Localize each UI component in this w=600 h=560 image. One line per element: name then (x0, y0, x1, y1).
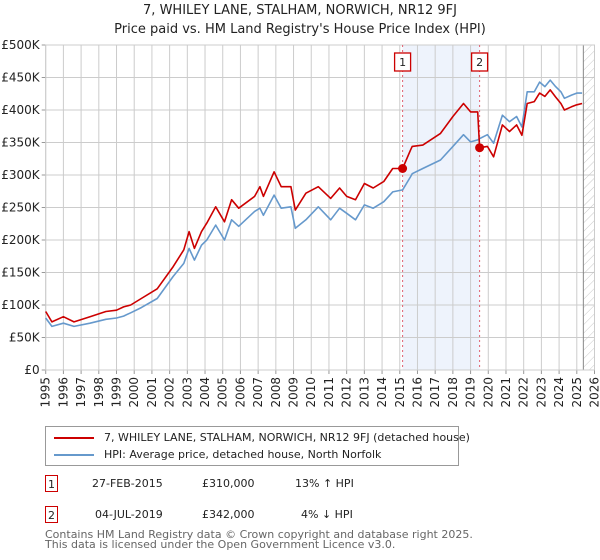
y-tick-label: £250K (1, 201, 41, 215)
plot-frame (45, 44, 595, 371)
x-tick-label: 2003 (180, 377, 194, 408)
legend: 7, WHILEY LANE, STALHAM, NORWICH, NR12 9… (45, 426, 470, 466)
footer: Contains HM Land Registry data © Crown c… (45, 528, 473, 551)
x-tick-label: 1998 (92, 377, 106, 408)
legend-swatch-property (54, 437, 94, 439)
sale-row: 2 04-JUL-2019 £342,000 4% ↓ HPI (45, 506, 465, 526)
x-tick-label: 2000 (127, 377, 141, 408)
y-tick-label: £500K (1, 38, 41, 52)
x-tick-label: 1999 (110, 377, 124, 408)
sale-marker-label: 1 (399, 56, 406, 69)
x-tick-label: 2004 (198, 377, 212, 408)
y-tick-label: £0 (24, 363, 39, 377)
x-tick-label: 2012 (340, 377, 354, 408)
sale-marker-badge: 1 (45, 475, 58, 492)
sale-row: 1 27-FEB-2015 £310,000 13% ↑ HPI (45, 475, 465, 495)
x-tick-label: 2010 (304, 377, 318, 408)
chart-title: 7, WHILEY LANE, STALHAM, NORWICH, NR12 9… (143, 3, 457, 18)
legend-swatch-hpi (54, 454, 94, 456)
x-tick-label: 2016 (410, 377, 424, 408)
y-tick-label: £350K (1, 136, 41, 150)
sale-marker-badge: 2 (45, 506, 58, 523)
y-tick-label: £400K (1, 103, 41, 117)
x-tick-label: 2002 (163, 377, 177, 408)
y-tick-label: £150K (1, 266, 41, 280)
y-tick-label: £50K (9, 331, 41, 345)
x-tick-label: 2021 (499, 377, 513, 408)
sale-price: £310,000 (202, 477, 255, 490)
x-tick-label: 2023 (534, 377, 548, 408)
x-tick-label: 2026 (588, 377, 600, 408)
x-tick-label: 2009 (287, 377, 301, 408)
y-tick-label: £200K (1, 233, 41, 247)
sale-date: 04-JUL-2019 (95, 508, 163, 521)
sale-point (475, 143, 485, 153)
property-series-line (45, 89, 583, 323)
x-tick-label: 2006 (233, 377, 247, 408)
chart-subtitle: Price paid vs. HM Land Registry's House … (114, 22, 486, 37)
x-tick-label: 2008 (269, 377, 283, 408)
x-tick-label: 2022 (517, 377, 531, 408)
x-tick-label: 2018 (446, 377, 460, 408)
sale-point (398, 164, 408, 173)
x-tick-label: 2025 (570, 377, 584, 408)
x-tick-label: 2019 (464, 377, 478, 408)
sale-hpi-diff: 13% ↑ HPI (295, 477, 354, 490)
sale-date: 27-FEB-2015 (92, 477, 163, 490)
sale-marker-box (393, 52, 412, 72)
x-tick-label: 2017 (428, 377, 442, 408)
hpi-series-line (45, 79, 583, 328)
price-chart: 1 2 £0 £50K £100K £150K £200K £250K £300K £350K £… (1, 38, 600, 408)
x-tick-label: 2007 (251, 377, 265, 408)
forecast-hatch (583, 45, 595, 370)
x-tick-label: 1995 (39, 377, 53, 408)
legend-label-hpi: HPI: Average price, detached house, Nort… (104, 448, 382, 461)
x-tick-label: 2001 (145, 377, 159, 408)
sale-hpi-diff: 4% ↓ HPI (301, 508, 353, 521)
sale-marker-label: 2 (476, 56, 483, 69)
x-tick-label: 2024 (552, 377, 566, 408)
sale-marker-box (470, 52, 489, 72)
x-tick-label: 2013 (357, 377, 371, 408)
x-tick-label: 2020 (481, 377, 495, 408)
y-tick-label: £450K (1, 71, 41, 85)
x-tick-label: 2015 (393, 377, 407, 408)
x-tick-label: 2014 (375, 377, 389, 408)
x-tick-label: 1996 (56, 377, 70, 408)
sale-price: £342,000 (202, 508, 255, 521)
y-tick-label: £300K (1, 168, 41, 182)
footer-copyright: Contains HM Land Registry data © Crown c… (45, 528, 473, 541)
x-tick-label: 1997 (74, 377, 88, 408)
footer-licence: This data is licensed under the Open Gov… (45, 538, 396, 551)
y-tick-label: £100K (1, 298, 41, 312)
x-tick-label: 2005 (216, 377, 230, 408)
legend-label-property: 7, WHILEY LANE, STALHAM, NORWICH, NR12 9… (104, 431, 470, 444)
x-tick-label: 2011 (322, 377, 336, 408)
